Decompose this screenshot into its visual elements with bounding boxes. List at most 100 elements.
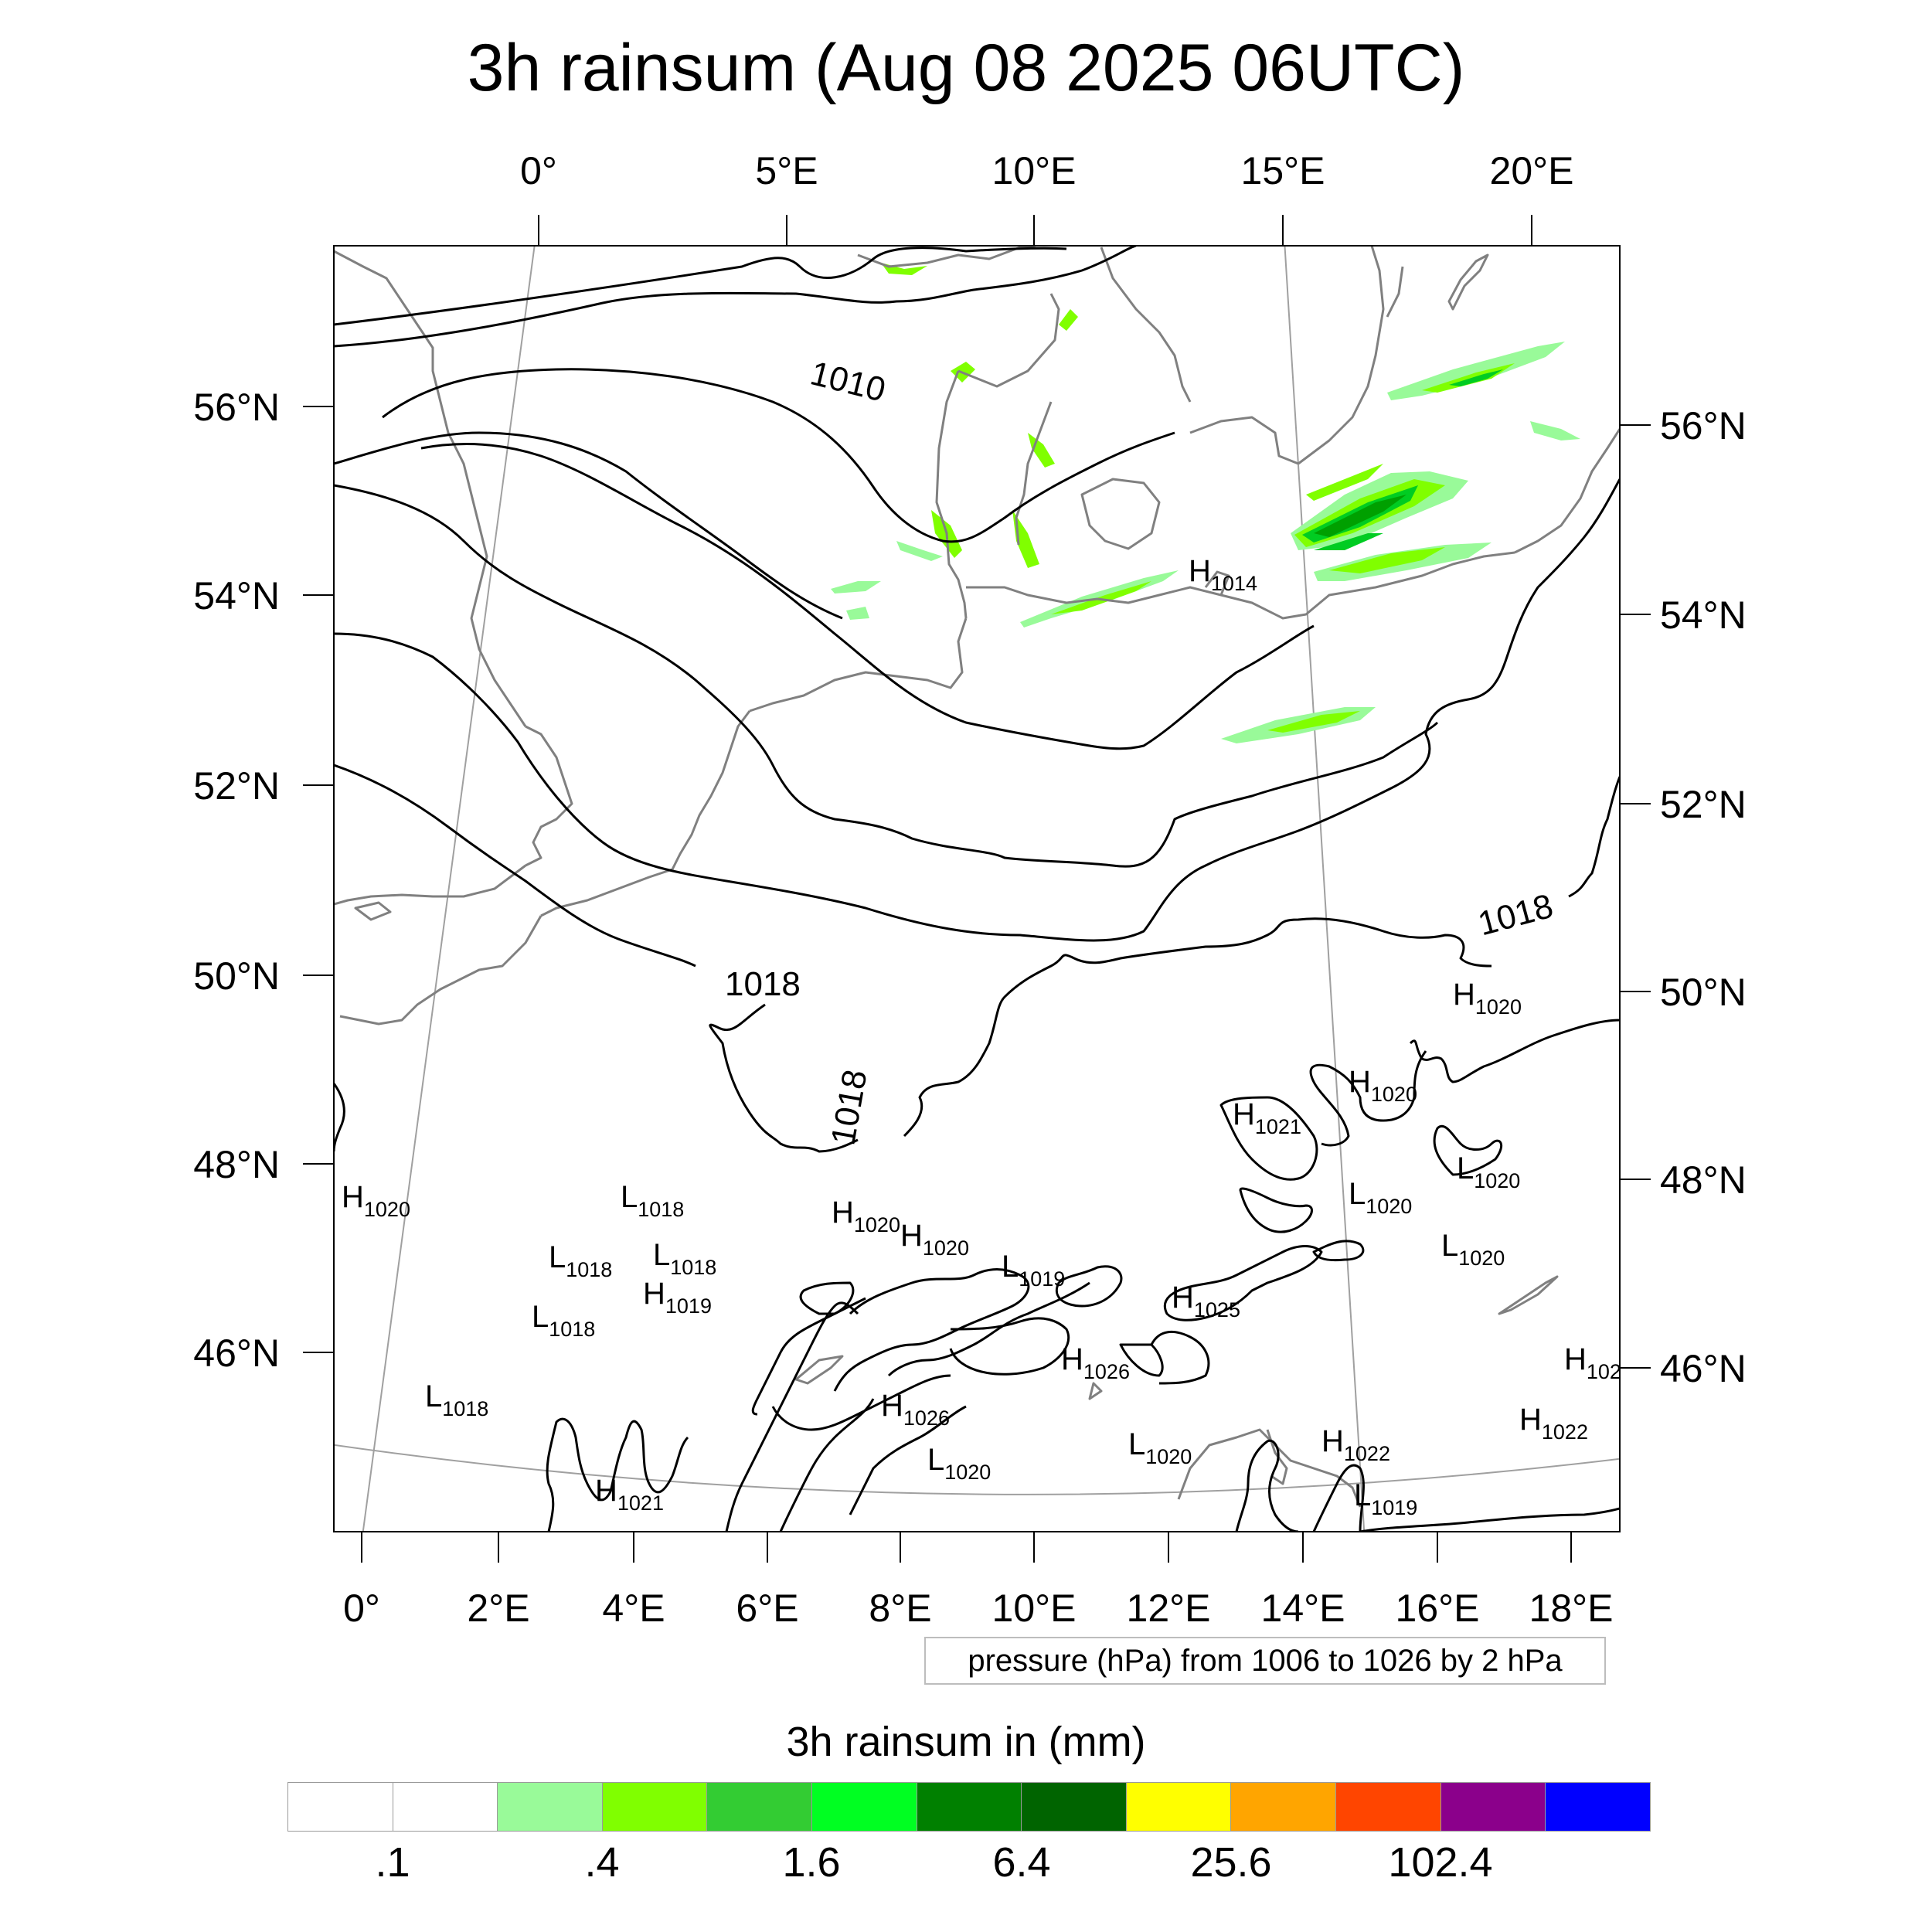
pressure-center-label: H1022 (1321, 1424, 1390, 1465)
colorbar-box (917, 1783, 1022, 1831)
isobar (1312, 1240, 1365, 1262)
lake-balaton (1498, 1275, 1559, 1315)
coastline-east-anglia (525, 725, 573, 867)
isobars (334, 246, 1620, 1532)
left-lat-label: 52°N (193, 764, 280, 808)
isobar (725, 1301, 859, 1532)
colorbar-label: .1 (375, 1839, 410, 1886)
rain-area (1306, 464, 1383, 501)
bottom-lon-label: 8°E (869, 1587, 931, 1630)
bottom-lon-label: 12°E (1127, 1587, 1211, 1630)
rain-area (1530, 421, 1580, 440)
colorbar-box (602, 1783, 708, 1831)
isobar (1239, 1187, 1313, 1233)
isobar (903, 917, 1492, 1138)
coastline-baltic-states (1514, 428, 1620, 554)
top-lon-label: 20°E (1490, 149, 1574, 192)
left-lat-label: 50°N (193, 954, 280, 998)
isobar (709, 1003, 859, 1153)
isobar (334, 478, 1620, 942)
colorbar-box (1126, 1783, 1232, 1831)
coastline-baltic-south (966, 551, 1515, 620)
isobar (546, 1417, 689, 1532)
right-tick-labels: 56°N 54°N 52°N 50°N 48°N 46°N (1660, 404, 1747, 1390)
contour-label: 1018 (725, 965, 801, 1003)
coastline-istria (1266, 1429, 1288, 1485)
isobar (1312, 1464, 1365, 1532)
isobar (1433, 1125, 1503, 1176)
bottom-lon-label: 4°E (602, 1587, 665, 1630)
pressure-center-label: L1019 (1002, 1250, 1065, 1291)
bottom-lon-label: 2°E (467, 1587, 529, 1630)
coastline-belgium-france (540, 868, 673, 917)
coastline-jutland-east2 (1015, 401, 1053, 546)
isobar (420, 443, 1315, 750)
pressure-center-label: H1014 (1189, 554, 1257, 595)
left-lat-label: 56°N (193, 386, 280, 429)
right-lat-label: 52°N (1660, 783, 1747, 826)
coastline-france-north (339, 915, 543, 1026)
pressure-center-label: H1020 (832, 1196, 900, 1236)
colorbar-box (1440, 1783, 1546, 1831)
rain-area (1051, 581, 1151, 614)
isobar (1309, 1050, 1427, 1147)
coastline-gotland (1447, 253, 1489, 311)
pressure-center-label: L1020 (1349, 1177, 1412, 1218)
isobar (1119, 1343, 1164, 1377)
colorbar-box (1022, 1783, 1127, 1831)
rain-area (1267, 711, 1360, 733)
colorbar-box (1546, 1783, 1650, 1831)
right-lat-label: 48°N (1660, 1158, 1747, 1202)
isobar (833, 1268, 1030, 1392)
coastline-wadden (749, 617, 968, 713)
rain-area (846, 607, 869, 620)
colorbar-box (1231, 1783, 1337, 1831)
bottom-lon-label: 14°E (1261, 1587, 1345, 1630)
ticks (303, 215, 1651, 1563)
pressure-center-label: H1020 (900, 1219, 969, 1260)
pressure-center-label: H1021 (1233, 1097, 1301, 1138)
pressure-center-label: L1019 (1354, 1478, 1417, 1519)
isobar (779, 1398, 875, 1532)
rain-area (1387, 342, 1565, 400)
pressure-center-label: H1026 (1061, 1342, 1130, 1383)
colorbar-label: 102.4 (1388, 1839, 1493, 1886)
isobar (1055, 1265, 1123, 1308)
right-lat-label: 50°N (1660, 971, 1747, 1014)
isobar (849, 1405, 967, 1515)
right-lat-label: 56°N (1660, 404, 1747, 447)
coastline-oland (1386, 266, 1404, 318)
coastline-jutland-east (957, 293, 1060, 388)
colorbar-label: 25.6 (1190, 1839, 1272, 1886)
coastline-sweden-west (1100, 247, 1192, 403)
pressure-center-label: H1025 (1172, 1281, 1240, 1321)
coastline-zealand (1080, 478, 1161, 550)
coastline-rugen (1204, 570, 1230, 596)
meridian-15e (1284, 246, 1366, 1532)
pressure-center-label: H1019 (643, 1277, 712, 1318)
isobar (1150, 1330, 1210, 1385)
graticule (334, 246, 1620, 1532)
colorbar-box (498, 1783, 603, 1831)
meridian-0 (362, 246, 536, 1532)
map-title: 3h rainsum (Aug 08 2025 06UTC) (467, 31, 1465, 105)
coastline-isle-of-wight (354, 901, 392, 921)
isobar (799, 1281, 855, 1315)
isobar (1568, 776, 1620, 898)
pressure-center-label: H1020 (1349, 1065, 1417, 1106)
isobar (334, 247, 1067, 326)
colorbar-label: .4 (584, 1839, 620, 1886)
coastline-norway (857, 246, 1036, 268)
lake-garda (1088, 1382, 1103, 1400)
top-lon-label: 0° (520, 149, 557, 192)
isobar (334, 764, 696, 968)
colorbar (287, 1782, 1651, 1832)
coastline-sweden-south (1189, 416, 1299, 465)
pressure-center-label: L1018 (549, 1240, 612, 1281)
rain-area (1012, 510, 1039, 568)
isobar (771, 1374, 951, 1431)
pressure-center-label: L1020 (927, 1443, 991, 1484)
right-lat-label: 46°N (1660, 1347, 1747, 1390)
isobar (1235, 1439, 1299, 1532)
pressure-center-label: H1021 (595, 1474, 664, 1515)
